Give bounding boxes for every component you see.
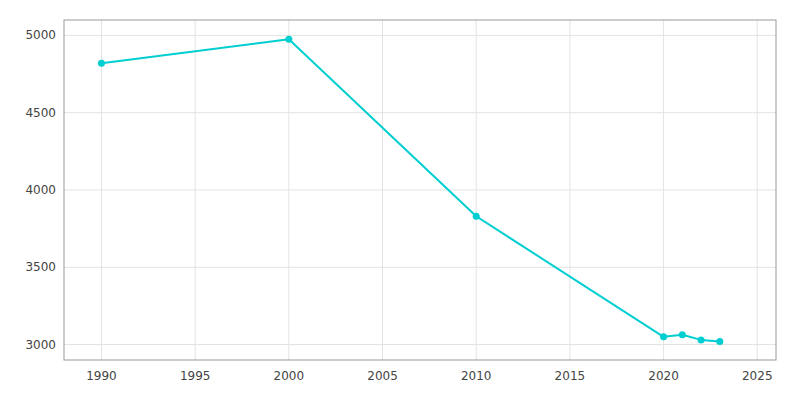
x-tick-label: 2010 [461, 369, 492, 383]
x-tick-label: 2025 [742, 369, 773, 383]
x-tick-label: 2005 [367, 369, 398, 383]
series [98, 36, 723, 345]
y-grid-line [64, 190, 776, 191]
line [101, 39, 719, 341]
chart: 1990 1995 2000 2005 2010 2015 2020 2025 3000 3500… [0, 0, 800, 400]
marker [698, 336, 705, 343]
tick-labels: 1990 1995 2000 2005 2010 2015 2020 2025 3000 3500… [25, 28, 772, 383]
y-tick-label: 4000 [25, 183, 56, 197]
y-grid-line [64, 267, 776, 268]
marker [679, 331, 686, 338]
y-grid-line [64, 112, 776, 113]
x-tick-label: 1990 [86, 369, 117, 383]
y-tick-label: 4500 [25, 106, 56, 120]
marker [98, 60, 105, 67]
y-tick-label: 5000 [25, 28, 56, 42]
grid [64, 20, 776, 360]
plot-area [64, 20, 776, 360]
marker [285, 36, 292, 43]
plot-frame [64, 20, 776, 360]
x-tick-label: 2000 [274, 369, 305, 383]
marker [716, 338, 723, 345]
marker [473, 213, 480, 220]
marker [660, 333, 667, 340]
x-tick-label: 2020 [648, 369, 679, 383]
y-grid-line [64, 35, 776, 36]
y-tick-label: 3500 [25, 260, 56, 274]
x-tick-label: 2015 [555, 369, 586, 383]
x-tick-label: 1995 [180, 369, 211, 383]
y-tick-label: 3000 [25, 338, 56, 352]
y-grid-line [64, 344, 776, 345]
chart-container: 1990 1995 2000 2005 2010 2015 2020 2025 3000 3500… [0, 0, 800, 400]
